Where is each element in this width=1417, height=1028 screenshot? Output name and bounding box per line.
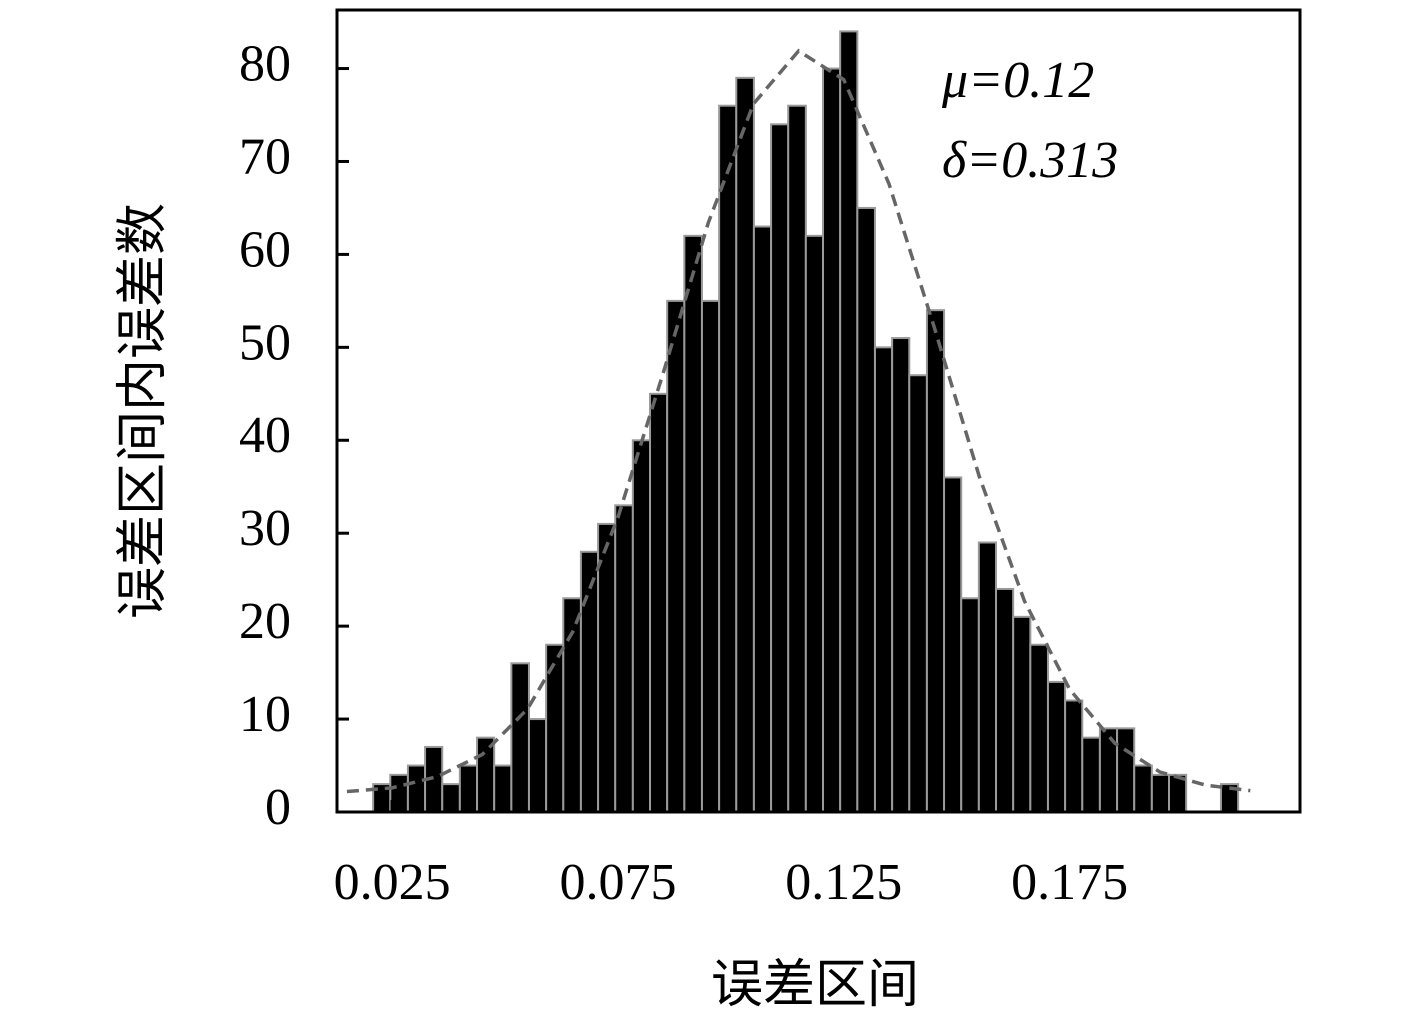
bar [1150,773,1171,813]
bar [787,104,807,813]
bar [804,234,825,814]
annotation: μ=0.12 [941,52,1094,109]
bar [579,550,600,814]
bar [960,597,980,814]
x-axis-label: 误差区间 [711,957,919,1014]
bar [476,736,496,813]
bar [1012,615,1032,813]
y-tick-label: 70 [239,128,291,185]
bar [1064,699,1084,814]
bar [891,337,911,813]
bar [700,299,721,813]
bar [631,439,652,813]
bar [441,783,461,813]
bar [597,522,617,813]
x-tick-label: 0.125 [785,854,902,911]
bar [822,67,842,813]
bar [925,309,946,813]
y-tick-label: 40 [239,407,291,464]
bar [458,764,479,813]
bar [908,374,928,813]
y-tick-label: 60 [239,221,291,278]
bar [493,764,513,813]
bar [770,123,790,813]
bar [527,718,548,813]
x-tick-label: 0.075 [559,854,676,911]
annotation: δ=0.313 [942,132,1118,189]
fit-curve [346,48,1251,794]
bar [856,206,876,813]
y-tick-label: 20 [239,593,291,650]
bar [1116,727,1136,813]
y-tick-label: 50 [239,314,291,371]
y-tick-label: 80 [239,35,291,92]
bar [1081,736,1101,813]
bar [977,541,998,814]
bar [614,504,634,813]
y-tick-label: 0 [265,779,291,836]
bar [649,392,669,813]
bar [1029,643,1049,814]
bar [1046,680,1067,813]
bar [752,225,773,813]
bar [406,764,427,813]
bar [1133,764,1153,813]
bar [839,30,859,814]
bar [666,299,686,813]
y-axis-label: 误差区间内误差数 [115,203,172,619]
plot-frame [335,8,1302,814]
bar [943,476,963,813]
bar [735,76,755,814]
bar [873,346,894,813]
bar [683,234,703,814]
x-tick-label: 0.025 [334,854,451,911]
x-tick-label: 0.175 [1011,854,1128,911]
bar [718,104,738,813]
bar [995,587,1015,813]
bar [510,662,530,813]
y-tick-label: 30 [239,500,291,557]
y-tick-label: 10 [239,686,291,743]
